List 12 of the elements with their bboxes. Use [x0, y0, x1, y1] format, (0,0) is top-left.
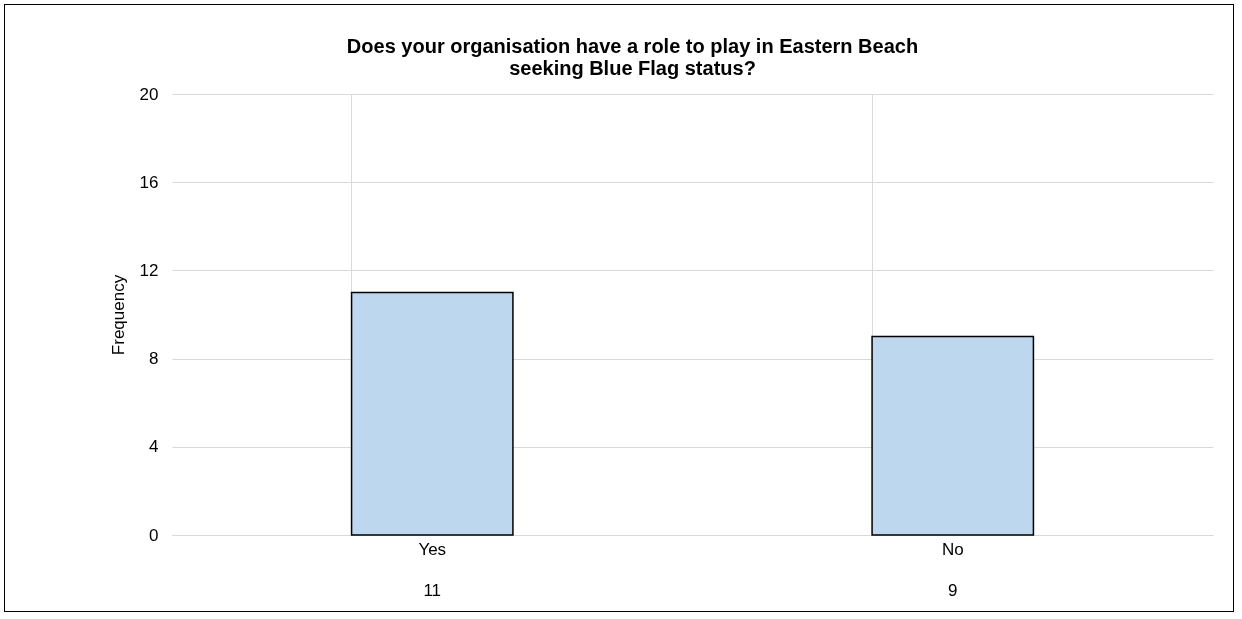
- x-tick-label: No: [941, 539, 964, 559]
- y-tick-label: 20: [139, 84, 159, 104]
- data-label: 9: [948, 581, 958, 600]
- x-tick-label: Yes: [418, 539, 447, 559]
- y-tick-label: 16: [139, 172, 159, 192]
- y-tick-label: 0: [149, 525, 159, 545]
- y-axis-title: Frequency: [108, 274, 128, 356]
- data-label: 11: [423, 581, 442, 600]
- y-tick-label: 4: [149, 437, 159, 457]
- chart-title: Does your organisation have a role to play in Eastern Beach seeking Blue Flag status?: [346, 35, 919, 79]
- y-tick-label: 12: [139, 260, 159, 280]
- y-tick-label: 8: [149, 349, 159, 369]
